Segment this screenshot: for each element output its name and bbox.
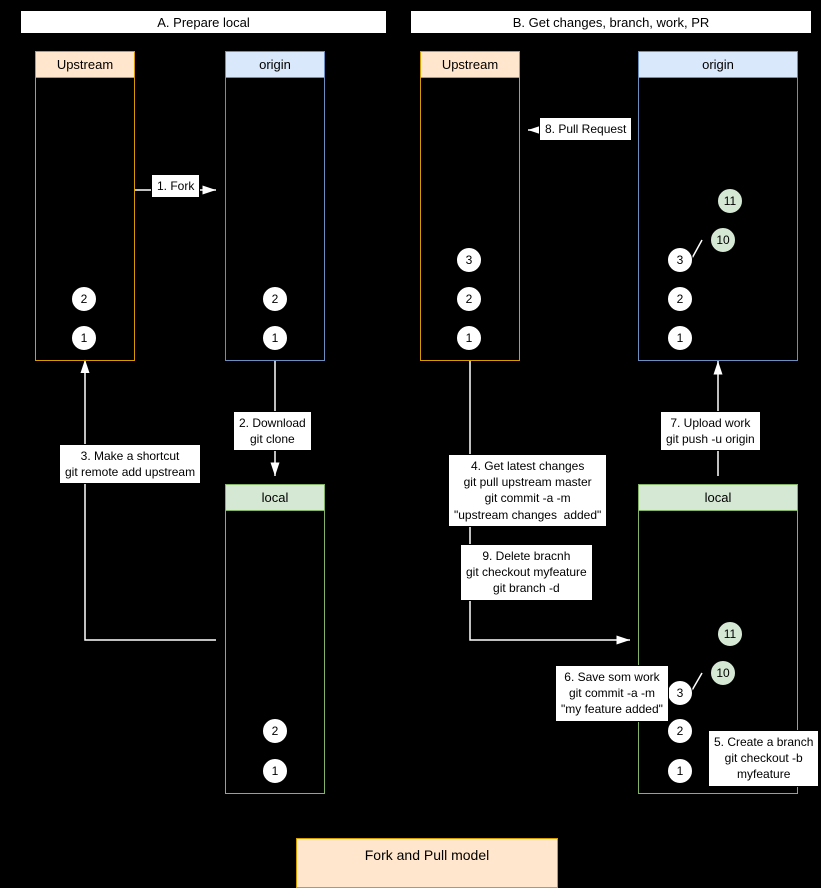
label-l3: 3. Make a shortcut git remote add upstre… [59,444,201,484]
commit-b_or_1: 1 [667,325,693,351]
repo-b_origin-header: origin [639,52,797,78]
commit-a_up_2: 2 [71,286,97,312]
label-l4: 4. Get latest changes git pull upstream … [448,454,607,527]
commit-a_lo_1: 1 [262,758,288,784]
commit-b_lo_11: 11 [717,621,743,647]
commit-b_or_2: 2 [667,286,693,312]
repo-b_upstream-header: Upstream [421,52,519,78]
repo-a_local: local [225,484,325,794]
commit-a_or_1: 1 [262,325,288,351]
commit-b_up_3: 3 [456,247,482,273]
repo-a_upstream: Upstream [35,51,135,361]
commit-b_or_10: 10 [710,227,736,253]
commit-a_or_2: 2 [262,286,288,312]
repo-a_upstream-header: Upstream [36,52,134,78]
repo-a_origin-header: origin [226,52,324,78]
label-l5: 5. Create a branch git checkout -b myfea… [708,730,819,787]
commit-a_lo_2: 2 [262,718,288,744]
label-l9: 9. Delete bracnh git checkout myfeature … [460,544,593,601]
commit-b_lo_3: 3 [667,680,693,706]
commit-b_lo_10: 10 [710,660,736,686]
label-l6: 6. Save som work git commit -a -m "my fe… [555,665,669,722]
label-l2: 2. Download git clone [233,411,312,451]
repo-a_local-header: local [226,485,324,511]
commit-b_or_3: 3 [667,247,693,273]
shortcut-arrow [85,361,216,640]
commit-b_lo_2: 2 [667,718,693,744]
repo-a_origin: origin [225,51,325,361]
label-l8: 8. Pull Request [539,117,632,141]
repo-b_local-header: local [639,485,797,511]
commit-b_or_11: 11 [717,188,743,214]
commit-b_lo_1: 1 [667,758,693,784]
commit-b_up_1: 1 [456,325,482,351]
label-l1: 1. Fork [151,174,200,198]
label-l7: 7. Upload work git push -u origin [660,411,761,451]
section-b: B. Get changes, branch, work, PR [410,10,812,34]
section-a: A. Prepare local [20,10,387,34]
commit-a_up_1: 1 [71,325,97,351]
repo-b_upstream: Upstream [420,51,520,361]
commit-b_up_2: 2 [456,286,482,312]
